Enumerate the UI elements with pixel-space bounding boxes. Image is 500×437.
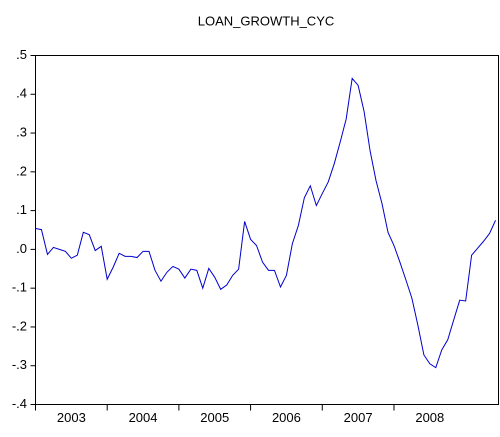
y-tick-label: .2 bbox=[16, 163, 27, 178]
x-tick-label: 2006 bbox=[272, 410, 301, 425]
y-tick-label: .4 bbox=[16, 86, 27, 101]
y-tick-label: -.3 bbox=[12, 357, 27, 372]
chart-title: LOAN_GROWTH_CYC bbox=[198, 13, 335, 28]
data-line bbox=[35, 77, 497, 369]
x-tick-label: 2005 bbox=[200, 410, 229, 425]
y-tick-label: -.2 bbox=[12, 318, 27, 333]
y-tick-label: .1 bbox=[16, 202, 27, 217]
y-tick-label: -.1 bbox=[12, 280, 27, 295]
x-tick-label: 2008 bbox=[415, 410, 444, 425]
x-tick-label: 2003 bbox=[57, 410, 86, 425]
y-tick-label: .3 bbox=[16, 124, 27, 139]
x-tick-label: 2004 bbox=[129, 410, 158, 425]
x-tick-label: 2007 bbox=[344, 410, 373, 425]
y-tick-label: .5 bbox=[16, 47, 27, 62]
plot-frame bbox=[35, 55, 499, 405]
y-tick-label: -.4 bbox=[12, 396, 27, 411]
y-tick-label: .0 bbox=[16, 241, 27, 256]
